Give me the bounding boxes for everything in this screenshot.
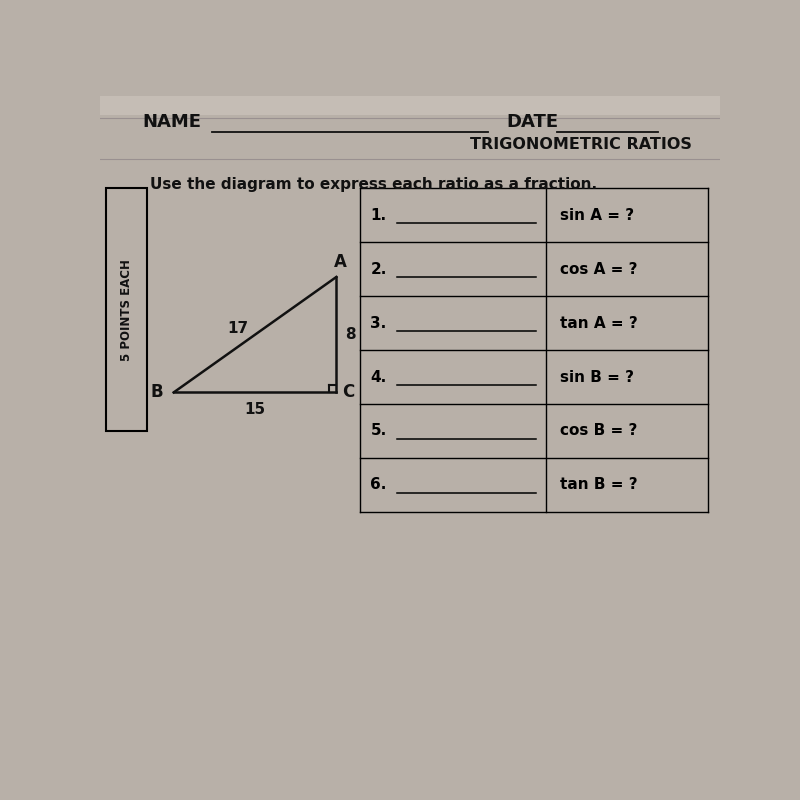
Text: 6.: 6. xyxy=(370,478,387,492)
Text: Use the diagram to express each ratio as a fraction.: Use the diagram to express each ratio as… xyxy=(150,177,598,192)
Bar xyxy=(106,188,146,431)
Text: 5 POINTS EACH: 5 POINTS EACH xyxy=(120,258,133,361)
Text: 17: 17 xyxy=(227,321,249,336)
Text: TRIGONOMETRIC RATIOS: TRIGONOMETRIC RATIOS xyxy=(470,138,691,152)
Text: cos A = ?: cos A = ? xyxy=(559,262,637,277)
Text: tan B = ?: tan B = ? xyxy=(559,478,638,492)
Text: sin B = ?: sin B = ? xyxy=(559,370,634,385)
Text: tan A = ?: tan A = ? xyxy=(559,316,638,330)
Text: 5.: 5. xyxy=(370,423,386,438)
Text: sin A = ?: sin A = ? xyxy=(559,208,634,223)
Text: 2.: 2. xyxy=(370,262,387,277)
Text: 4.: 4. xyxy=(370,370,386,385)
Text: C: C xyxy=(342,383,355,402)
Text: 8: 8 xyxy=(345,327,356,342)
Text: 15: 15 xyxy=(245,402,266,417)
Text: B: B xyxy=(150,383,162,402)
Text: DATE: DATE xyxy=(507,113,559,130)
Text: cos B = ?: cos B = ? xyxy=(559,423,637,438)
Bar xyxy=(100,96,720,115)
Text: 1.: 1. xyxy=(370,208,386,223)
Text: NAME: NAME xyxy=(142,113,202,130)
Text: A: A xyxy=(334,253,346,270)
Text: 3.: 3. xyxy=(370,316,386,330)
